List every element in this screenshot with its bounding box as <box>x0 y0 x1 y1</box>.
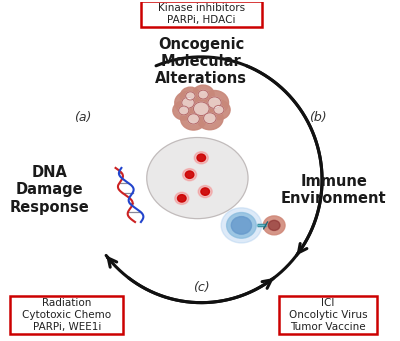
Text: Radiation
Cytotoxic Chemo
PARPi, WEE1i: Radiation Cytotoxic Chemo PARPi, WEE1i <box>22 298 112 331</box>
Text: ICI
Oncolytic Virus
Tumor Vaccine: ICI Oncolytic Virus Tumor Vaccine <box>288 298 367 331</box>
Circle shape <box>175 192 189 204</box>
Circle shape <box>179 106 189 115</box>
Text: Kinase inhibitors
PARPi, HDACi: Kinase inhibitors PARPi, HDACi <box>158 3 245 25</box>
Circle shape <box>200 90 228 115</box>
Circle shape <box>175 91 201 114</box>
Text: DNA
Damage
Response: DNA Damage Response <box>10 165 89 215</box>
Circle shape <box>173 101 195 120</box>
Circle shape <box>198 186 212 198</box>
Circle shape <box>231 217 252 234</box>
Text: (c): (c) <box>193 281 210 294</box>
Circle shape <box>181 108 206 130</box>
Circle shape <box>268 220 280 231</box>
Circle shape <box>180 87 200 105</box>
Circle shape <box>201 188 210 195</box>
FancyBboxPatch shape <box>10 296 123 333</box>
Circle shape <box>185 94 218 123</box>
Ellipse shape <box>147 137 248 219</box>
Circle shape <box>227 212 256 238</box>
Circle shape <box>186 92 195 100</box>
Circle shape <box>188 114 199 124</box>
Circle shape <box>221 208 262 243</box>
Circle shape <box>182 168 197 181</box>
Circle shape <box>194 102 209 116</box>
Circle shape <box>185 171 194 178</box>
FancyBboxPatch shape <box>279 296 377 333</box>
Circle shape <box>178 195 186 202</box>
Circle shape <box>194 152 208 164</box>
Text: (b): (b) <box>309 111 327 124</box>
Text: Immune
Environment: Immune Environment <box>281 174 386 206</box>
Circle shape <box>197 107 223 130</box>
Circle shape <box>182 97 194 108</box>
FancyBboxPatch shape <box>141 1 262 27</box>
Text: (a): (a) <box>74 111 91 124</box>
Circle shape <box>204 113 216 124</box>
Text: Oncogenic
Molecular
Alterations: Oncogenic Molecular Alterations <box>155 36 247 86</box>
Circle shape <box>214 105 224 114</box>
Circle shape <box>208 100 230 120</box>
Circle shape <box>263 216 285 235</box>
Circle shape <box>198 90 208 99</box>
Circle shape <box>197 154 206 162</box>
Circle shape <box>192 85 214 104</box>
Circle shape <box>208 97 221 108</box>
